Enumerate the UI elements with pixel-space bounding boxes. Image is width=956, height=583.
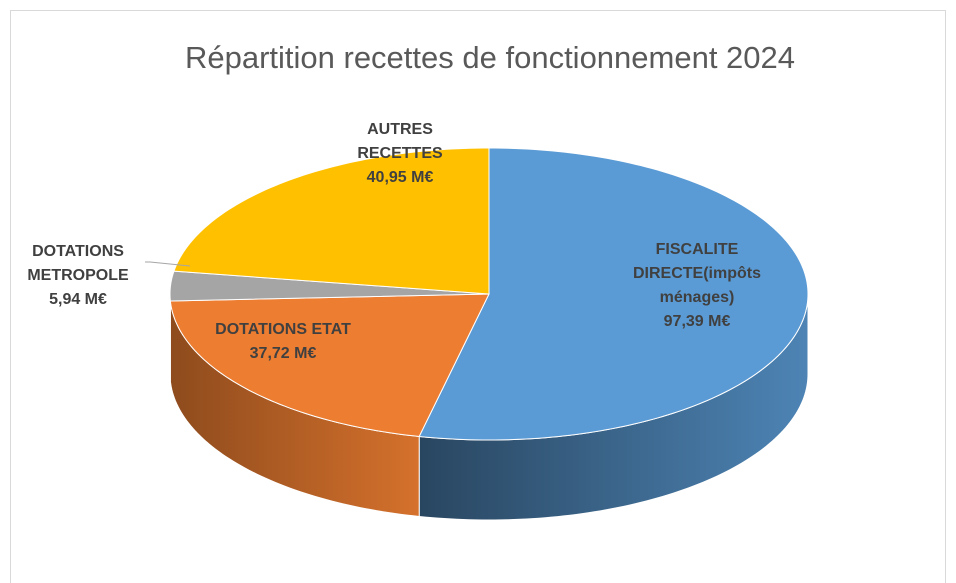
data-label: DOTATIONS ETAT 37,72 M€ (178, 318, 388, 366)
category-label: AUTRES RECETTES (357, 121, 443, 162)
data-label: DOTATIONS METROPOLE 5,94 M€ (8, 240, 148, 312)
category-label: DOTATIONS METROPOLE (27, 243, 129, 284)
category-label: FISCALITE DIRECTE(impôts ménages) (633, 241, 761, 306)
value-label: 37,72 M€ (249, 345, 317, 362)
category-label: DOTATIONS ETAT (215, 321, 351, 338)
slice (169, 293, 490, 437)
data-label: FISCALITE DIRECTE(impôts ménages) 97,39 M… (612, 238, 782, 334)
slice (169, 270, 490, 302)
value-label: 5,94 M€ (49, 291, 107, 308)
leader-line (145, 261, 191, 267)
value-label: 40,95 M€ (366, 169, 434, 186)
slice (418, 147, 809, 441)
data-label: AUTRES RECETTES 40,95 M€ (345, 118, 455, 190)
value-label: 97,39 M€ (663, 313, 731, 330)
slice (173, 147, 490, 295)
chart-title: Répartition recettes de fonctionnement 2… (185, 40, 795, 75)
